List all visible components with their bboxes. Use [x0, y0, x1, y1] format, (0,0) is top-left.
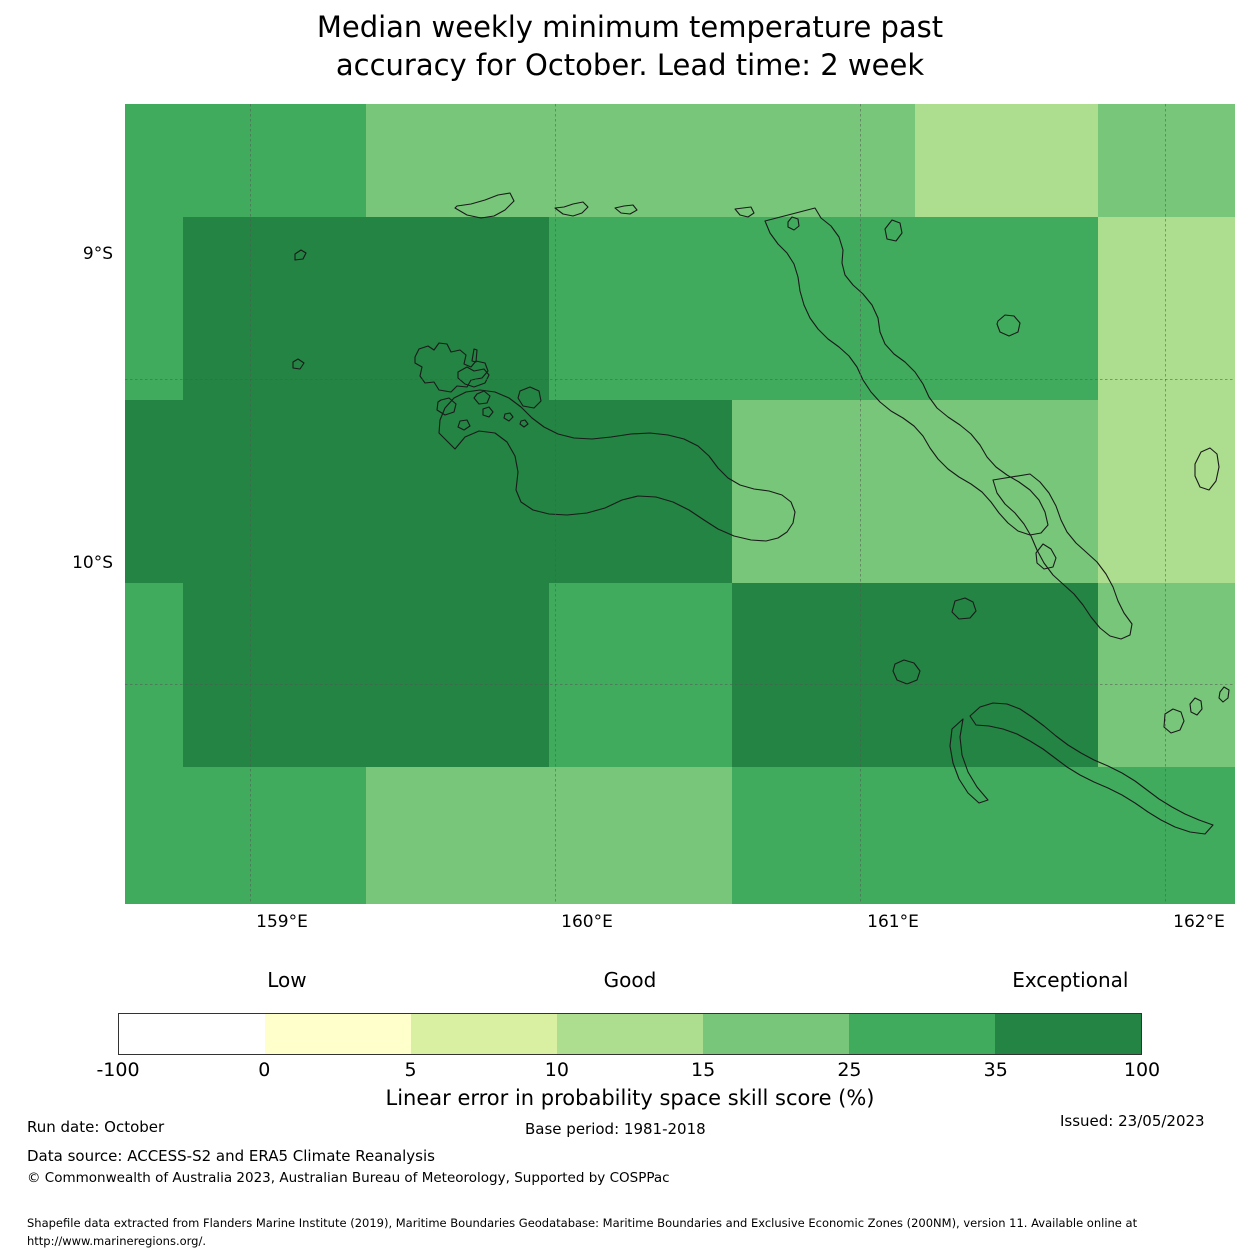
heatmap-cell	[731, 766, 916, 904]
heatmap-cell	[365, 766, 550, 904]
colorbar-quality-label: Low	[267, 968, 307, 992]
colorbar-tick-label: 5	[404, 1059, 417, 1081]
heatmap-cell	[125, 583, 184, 768]
heatmap-cell	[731, 583, 916, 768]
y-axis-tick-label: 10°S	[72, 553, 113, 573]
heatmap-cell	[365, 400, 550, 584]
colorbar-quality-label: Exceptional	[1012, 968, 1129, 992]
footer-issued: Issued: 23/05/2023	[1060, 1112, 1205, 1130]
heatmap-cell	[125, 766, 184, 904]
colorbar-segment	[119, 1014, 265, 1054]
heatmap-cell	[914, 766, 1099, 904]
footer-shapefile-line-2: http://www.marineregions.org/.	[27, 1234, 206, 1248]
heatmap-cell	[125, 400, 184, 584]
heatmap-cell	[548, 766, 733, 904]
heatmap-cell	[914, 583, 1099, 768]
heatmap-cell	[731, 400, 916, 584]
y-axis-tick-label: 9°S	[82, 244, 113, 264]
heatmap-cell	[182, 583, 367, 768]
heatmap-cell	[548, 104, 733, 218]
colorbar-segment	[703, 1014, 849, 1054]
x-axis-tick-label: 160°E	[561, 912, 613, 932]
heatmap-cell	[182, 216, 367, 401]
skill-score-heatmap	[125, 104, 1235, 904]
colorbar-axis-label: Linear error in probability space skill …	[385, 1086, 875, 1110]
colorbar-segment	[995, 1014, 1141, 1054]
colorbar-tick-label: 35	[983, 1059, 1008, 1081]
heatmap-cell	[125, 216, 184, 401]
heatmap-cell	[914, 104, 1099, 218]
footer-shapefile-line-1: Shapefile data extracted from Flanders M…	[27, 1216, 1138, 1230]
heatmap-cell	[1097, 216, 1235, 401]
heatmap-cell	[1097, 766, 1235, 904]
colorbar-segment	[557, 1014, 703, 1054]
heatmap-cell	[182, 400, 367, 584]
heatmap-cell	[125, 104, 184, 218]
x-axis-tick-label: 159°E	[256, 912, 308, 932]
heatmap-cell	[182, 104, 367, 218]
heatmap-cell	[1097, 400, 1235, 584]
map-panel	[125, 104, 1235, 904]
colorbar-quality-label: Good	[603, 968, 657, 992]
page-title: Median weekly minimum temperature past a…	[316, 10, 944, 82]
heatmap-cell	[914, 400, 1099, 584]
heatmap-cell	[365, 216, 550, 401]
heatmap-cell	[365, 104, 550, 218]
heatmap-cell	[731, 216, 916, 401]
heatmap-cell	[1097, 583, 1235, 768]
heatmap-cell	[914, 216, 1099, 401]
colorbar-tick-label: 25	[837, 1059, 862, 1081]
heatmap-cell	[548, 583, 733, 768]
footer-copyright: © Commonwealth of Australia 2023, Austra…	[27, 1170, 670, 1186]
colorbar-tick-label: 10	[544, 1059, 569, 1081]
footer-base-period: Base period: 1981-2018	[525, 1120, 706, 1138]
heatmap-cell	[365, 583, 550, 768]
colorbar-segment	[411, 1014, 557, 1054]
colorbar	[118, 1013, 1142, 1055]
heatmap-cell	[182, 766, 367, 904]
footer-data-source: Data source: ACCESS-S2 and ERA5 Climate …	[27, 1147, 435, 1165]
heatmap-cell	[548, 400, 733, 584]
colorbar-tick-label: 15	[691, 1059, 716, 1081]
colorbar-tick-label: 0	[258, 1059, 271, 1081]
colorbar-container: -100 0 5 10 15 25 35 100 Low Good Exceptional	[96, 968, 1160, 1081]
footer-run-date: Run date: October	[27, 1118, 165, 1136]
heatmap-cell	[731, 104, 916, 218]
colorbar-segment	[265, 1014, 411, 1054]
x-axis-tick-label: 162°E	[1173, 912, 1225, 932]
colorbar-tick-label: 100	[1123, 1059, 1161, 1081]
x-axis-tick-label: 161°E	[867, 912, 919, 932]
heatmap-cell	[1097, 104, 1235, 218]
colorbar-segment	[849, 1014, 995, 1054]
colorbar-tick-label: -100	[96, 1059, 140, 1081]
heatmap-cell	[548, 216, 733, 401]
